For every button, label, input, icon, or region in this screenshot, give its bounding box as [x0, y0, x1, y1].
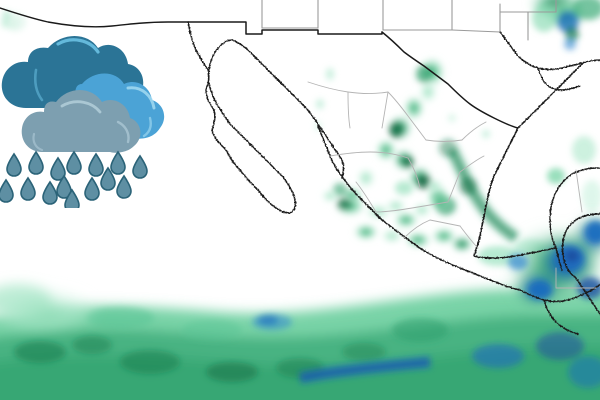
mexico-state-borders: [307, 81, 597, 289]
us-mexico-border: [187, 21, 519, 129]
precip-chiapas-guatemala-core: [502, 214, 600, 312]
precip-texas-gulf-coast-cell: [526, 0, 600, 50]
precip-tehuantepec-blue-streak: [252, 314, 600, 388]
precip-pacific-northwest-blob: [0, 284, 100, 334]
california-coastline: [0, 7, 189, 28]
us-state-borders: [261, 0, 557, 41]
precip-itcz-cores: [14, 307, 448, 382]
central-america-coastline: [519, 277, 600, 335]
mexico-gulf-coast: [473, 127, 557, 259]
mexico-pacific-coast: [317, 125, 521, 291]
precip-sierra-madre-oriental-band: [439, 139, 520, 244]
map-borders: [0, 0, 600, 335]
yucatan-peninsula: [549, 167, 600, 279]
texas-louisiana-gulf-coast: [499, 31, 600, 129]
precip-pacific-northwest-speck: [2, 10, 26, 31]
